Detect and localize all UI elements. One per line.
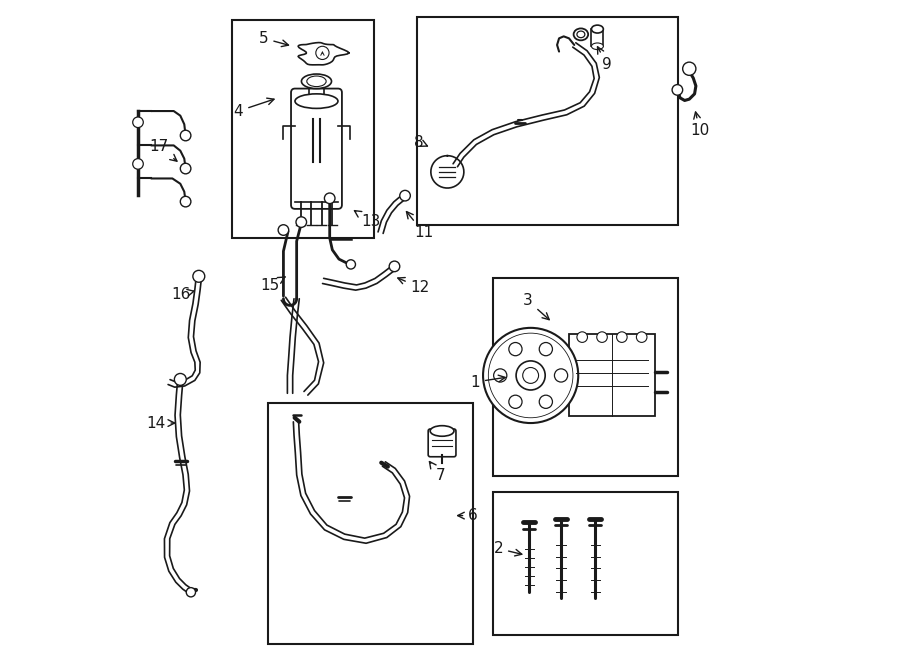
Circle shape bbox=[193, 270, 205, 282]
Ellipse shape bbox=[307, 76, 326, 87]
Text: 17: 17 bbox=[149, 139, 177, 161]
Bar bbox=[493, 278, 678, 476]
Ellipse shape bbox=[591, 43, 603, 50]
Bar bbox=[569, 334, 655, 416]
Polygon shape bbox=[298, 42, 349, 65]
Circle shape bbox=[132, 117, 143, 128]
Circle shape bbox=[508, 395, 522, 408]
Text: 3: 3 bbox=[523, 293, 549, 320]
Bar bbox=[493, 492, 678, 635]
Text: 15: 15 bbox=[261, 277, 285, 293]
Text: 7: 7 bbox=[429, 461, 445, 483]
Circle shape bbox=[539, 342, 553, 356]
Circle shape bbox=[489, 333, 573, 418]
Circle shape bbox=[175, 373, 186, 385]
Circle shape bbox=[132, 159, 143, 169]
Text: 12: 12 bbox=[398, 278, 430, 295]
Circle shape bbox=[324, 193, 335, 204]
Circle shape bbox=[672, 85, 683, 95]
Text: 16: 16 bbox=[171, 287, 194, 301]
FancyBboxPatch shape bbox=[291, 89, 342, 209]
Circle shape bbox=[296, 217, 307, 227]
Circle shape bbox=[523, 368, 538, 383]
Text: 11: 11 bbox=[407, 212, 433, 240]
Text: 6: 6 bbox=[457, 508, 478, 523]
Circle shape bbox=[616, 332, 627, 342]
Circle shape bbox=[683, 62, 696, 75]
Circle shape bbox=[577, 332, 588, 342]
Text: 8: 8 bbox=[414, 135, 427, 149]
Polygon shape bbox=[431, 156, 464, 188]
Circle shape bbox=[186, 588, 195, 597]
Bar bbox=[268, 403, 473, 644]
Circle shape bbox=[389, 261, 400, 272]
Circle shape bbox=[278, 225, 289, 235]
Ellipse shape bbox=[591, 25, 603, 33]
Circle shape bbox=[180, 196, 191, 207]
Circle shape bbox=[597, 332, 608, 342]
Bar bbox=[417, 17, 678, 225]
Circle shape bbox=[180, 163, 191, 174]
Circle shape bbox=[539, 395, 553, 408]
Circle shape bbox=[316, 46, 329, 59]
Circle shape bbox=[554, 369, 568, 382]
Text: 4: 4 bbox=[234, 98, 274, 118]
Text: 13: 13 bbox=[355, 211, 381, 229]
Circle shape bbox=[180, 130, 191, 141]
Ellipse shape bbox=[573, 28, 588, 40]
Text: 9: 9 bbox=[598, 47, 612, 72]
Text: 5: 5 bbox=[259, 31, 289, 46]
Ellipse shape bbox=[430, 426, 454, 436]
Bar bbox=[232, 20, 374, 238]
Circle shape bbox=[516, 361, 545, 390]
Ellipse shape bbox=[295, 94, 338, 108]
Circle shape bbox=[493, 369, 507, 382]
Text: 10: 10 bbox=[690, 112, 709, 138]
FancyBboxPatch shape bbox=[428, 429, 456, 457]
Text: 2: 2 bbox=[493, 541, 522, 556]
Text: 1: 1 bbox=[471, 375, 505, 389]
Circle shape bbox=[508, 342, 522, 356]
Text: 14: 14 bbox=[146, 416, 175, 430]
Circle shape bbox=[346, 260, 356, 269]
Ellipse shape bbox=[302, 74, 331, 89]
Circle shape bbox=[400, 190, 410, 201]
Circle shape bbox=[483, 328, 578, 423]
Circle shape bbox=[636, 332, 647, 342]
Ellipse shape bbox=[577, 31, 585, 38]
